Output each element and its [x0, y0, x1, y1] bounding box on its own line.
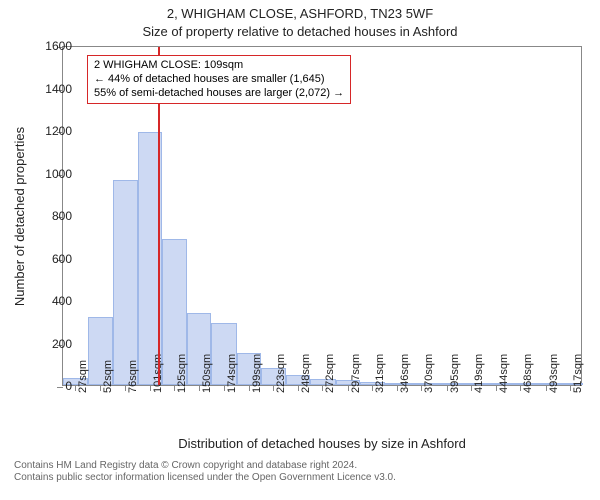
x-tick — [125, 385, 126, 391]
x-tick-label: 297sqm — [350, 354, 362, 393]
x-tick — [224, 385, 225, 391]
y-tick-label: 200 — [22, 337, 72, 351]
plot-box: 27sqm52sqm76sqm101sqm125sqm150sqm174sqm1… — [62, 46, 582, 386]
x-tick — [447, 385, 448, 391]
footer-line-1: Contains HM Land Registry data © Crown c… — [14, 460, 357, 471]
x-tick-label: 125sqm — [176, 354, 188, 393]
y-tick-label: 1400 — [22, 82, 72, 96]
x-tick-label: 223sqm — [275, 354, 287, 393]
y-tick-label: 0 — [22, 379, 72, 393]
x-tick — [546, 385, 547, 391]
x-tick-label: 395sqm — [449, 354, 461, 393]
y-tick-label: 600 — [22, 252, 72, 266]
x-tick-label: 150sqm — [201, 354, 213, 393]
x-tick — [570, 385, 571, 391]
footer-line-2: Contains public sector information licen… — [14, 472, 396, 483]
x-tick-label: 468sqm — [522, 354, 534, 393]
x-tick-label: 370sqm — [423, 354, 435, 393]
y-tick-label: 400 — [22, 294, 72, 308]
x-tick-label: 27sqm — [77, 360, 89, 393]
x-tick-label: 248sqm — [300, 354, 312, 393]
annotation-box: 2 WHIGHAM CLOSE: 109sqm← 44% of detached… — [87, 55, 351, 104]
x-tick-label: 174sqm — [226, 354, 238, 393]
x-tick — [471, 385, 472, 391]
histogram-bar — [113, 180, 137, 385]
x-tick-label: 444sqm — [498, 354, 510, 393]
annotation-line: ← 44% of detached houses are smaller (1,… — [94, 73, 344, 87]
x-tick — [273, 385, 274, 391]
x-tick-label: 321sqm — [374, 354, 386, 393]
y-tick-label: 1600 — [22, 39, 72, 53]
x-tick — [249, 385, 250, 391]
y-tick-label: 800 — [22, 209, 72, 223]
y-tick-label: 1000 — [22, 167, 72, 181]
x-tick-label: 517sqm — [572, 354, 584, 393]
x-tick — [372, 385, 373, 391]
y-tick-label: 1200 — [22, 124, 72, 138]
x-tick-label: 52sqm — [102, 360, 114, 393]
chart-area: 27sqm52sqm76sqm101sqm125sqm150sqm174sqm1… — [62, 46, 582, 386]
annotation-line: 55% of semi-detached houses are larger (… — [94, 87, 344, 101]
x-tick-label: 199sqm — [251, 354, 263, 393]
x-tick-label: 419sqm — [473, 354, 485, 393]
x-tick — [150, 385, 151, 391]
x-axis-label: Distribution of detached houses by size … — [62, 436, 582, 451]
x-tick — [496, 385, 497, 391]
x-tick — [75, 385, 76, 391]
annotation-line: 2 WHIGHAM CLOSE: 109sqm — [94, 59, 344, 73]
x-tick — [348, 385, 349, 391]
title-sub: Size of property relative to detached ho… — [0, 24, 600, 39]
x-tick-label: 76sqm — [127, 360, 139, 393]
title-main: 2, WHIGHAM CLOSE, ASHFORD, TN23 5WF — [0, 6, 600, 21]
x-tick-label: 346sqm — [399, 354, 411, 393]
x-tick — [174, 385, 175, 391]
x-tick-label: 272sqm — [324, 354, 336, 393]
x-tick-label: 493sqm — [548, 354, 560, 393]
